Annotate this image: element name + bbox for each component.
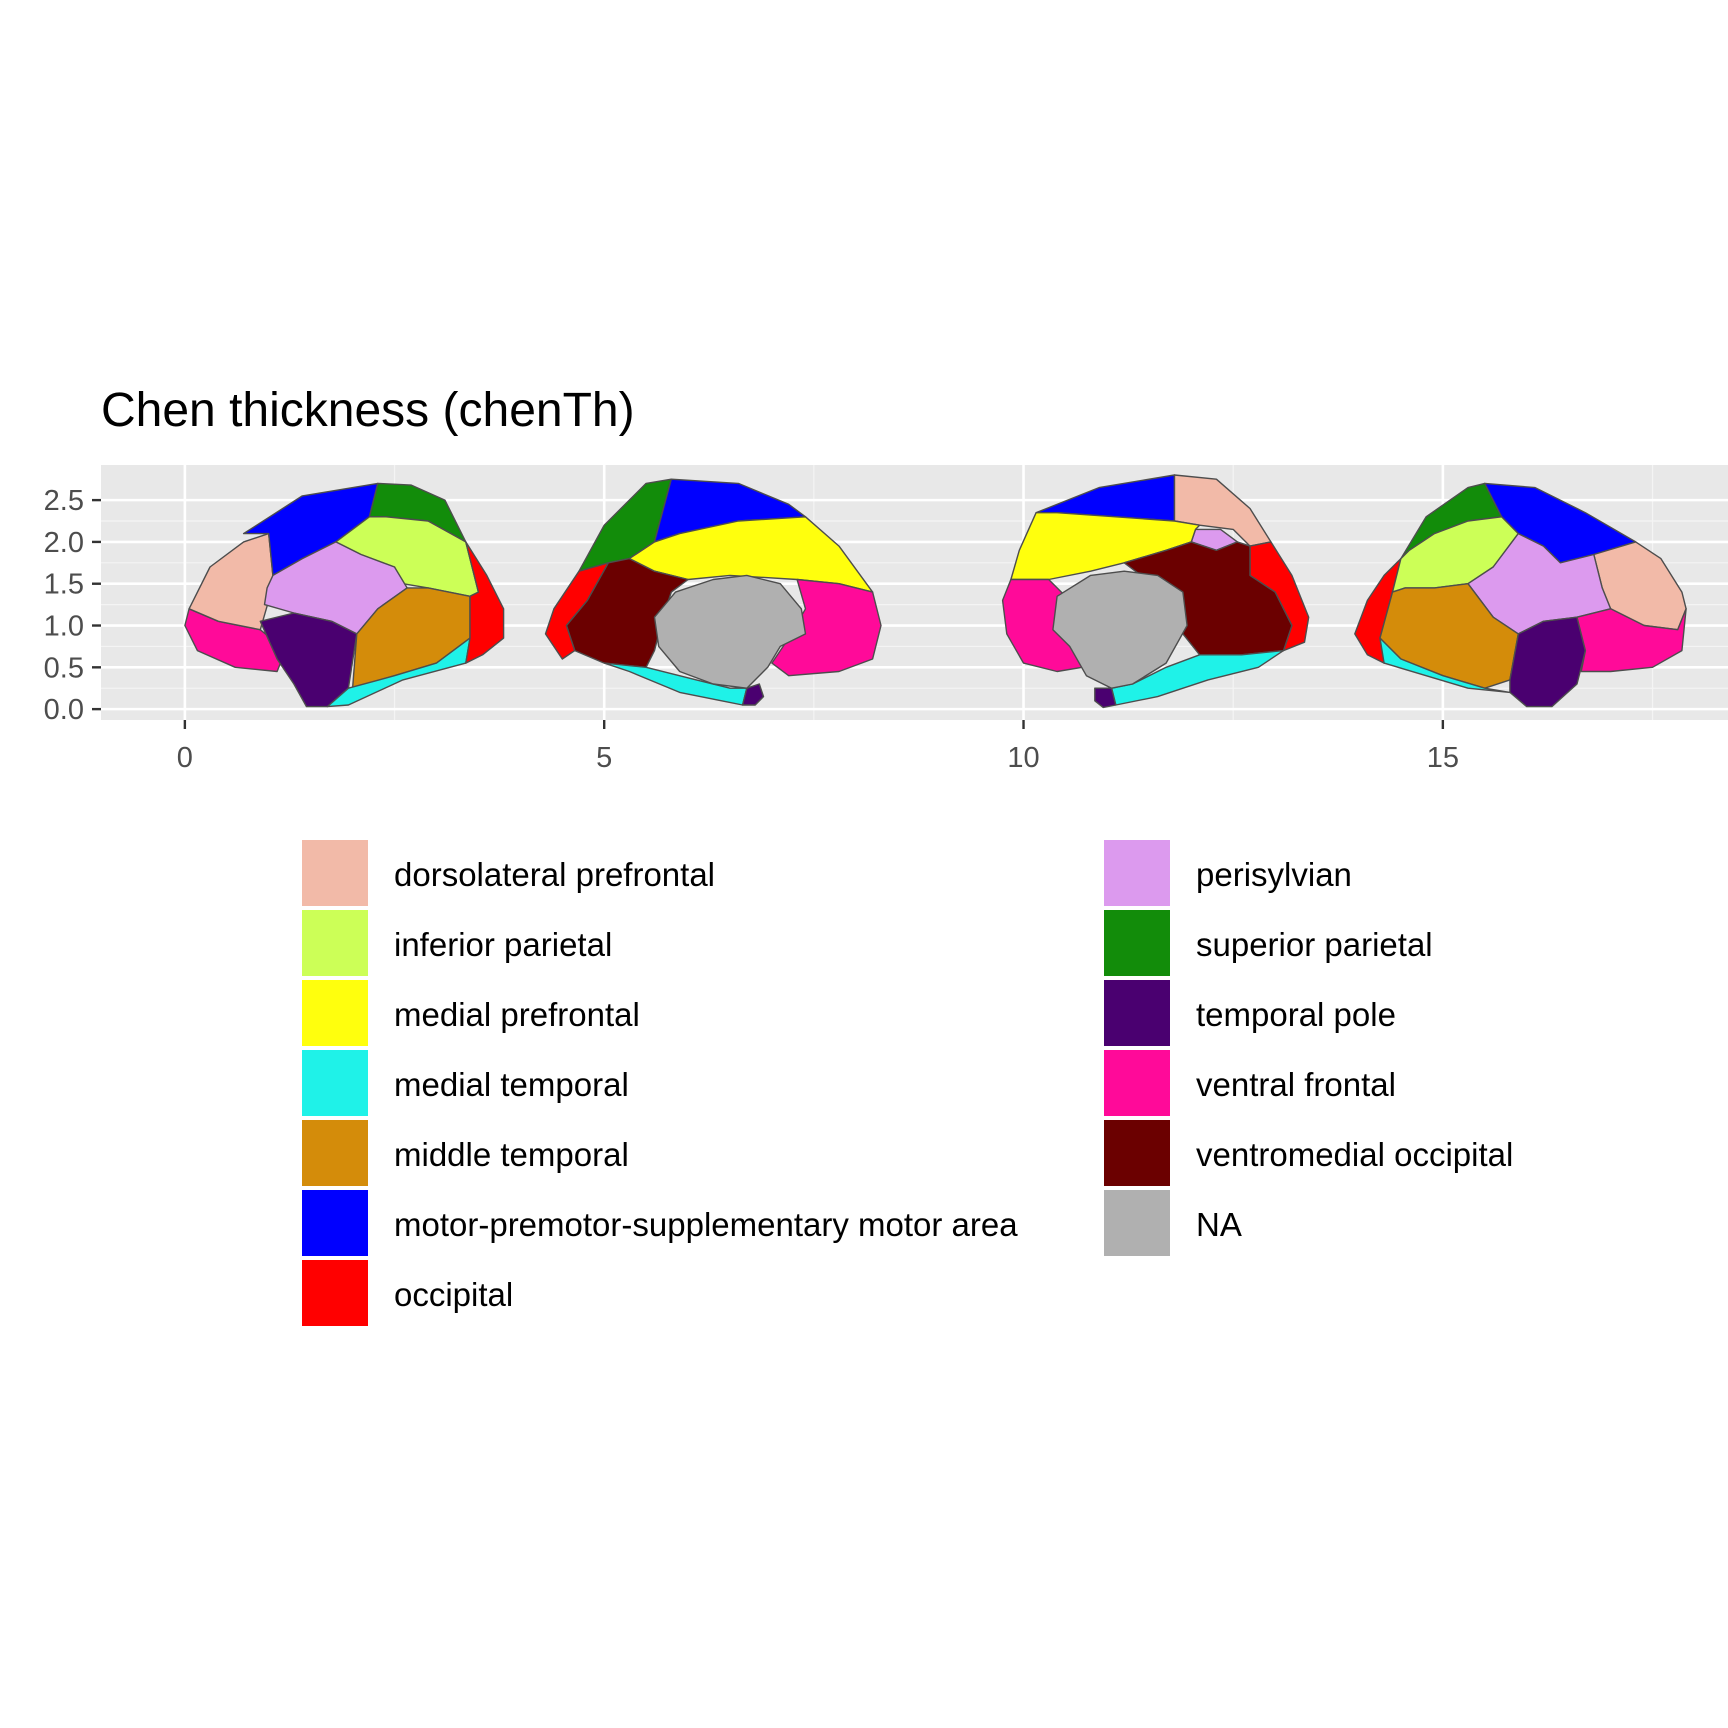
legend-label: middle temporal (394, 1136, 629, 1173)
legend-label: medial prefrontal (394, 996, 640, 1033)
y-tick-label: 0.0 (44, 694, 84, 726)
x-tick-label: 15 (1427, 742, 1459, 774)
legend-label: temporal pole (1196, 996, 1396, 1033)
x-tick-label: 5 (596, 742, 612, 774)
legend-label: dorsolateral prefrontal (394, 856, 716, 893)
y-tick-label: 0.5 (44, 652, 84, 684)
legend-label: motor-premotor-supplementary motor area (394, 1206, 1018, 1243)
legend-key (300, 1188, 370, 1258)
legend-key (1102, 1118, 1172, 1188)
legend-key (300, 908, 370, 978)
region-right-lateral-ventral-frontal (1576, 608, 1687, 673)
region-left-medial-temporal-pole (741, 683, 765, 706)
legend-key (1102, 978, 1172, 1048)
legend-key (300, 978, 370, 1048)
legend-label: ventral frontal (1196, 1066, 1396, 1103)
region-right-medial-na (1052, 570, 1188, 689)
legend-key (300, 1258, 370, 1328)
region-right-medial-temporal-pole (1094, 687, 1117, 709)
y-tick-label: 2.5 (44, 485, 84, 517)
brain-regions (184, 474, 1687, 709)
y-tick-label: 2.0 (44, 527, 84, 559)
legend-key (300, 1118, 370, 1188)
region-right-lateral-temporal-pole (1509, 616, 1587, 708)
region-left-medial-na (653, 574, 807, 689)
x-tick-label: 10 (1007, 742, 1039, 774)
region-right-lateral-medial-temporal (1379, 637, 1511, 694)
legend-label: perisylvian (1196, 856, 1352, 893)
y-tick-label: 1.0 (44, 611, 84, 643)
region-right-medial-ventromedial-occipital (1123, 541, 1293, 656)
region-right-medial-medial-temporal (1110, 649, 1285, 706)
legend-label: NA (1196, 1206, 1242, 1243)
legend-label: medial temporal (394, 1066, 629, 1103)
legend-label: inferior parietal (394, 926, 613, 963)
legend-key (1102, 1048, 1172, 1118)
legend-key (1102, 838, 1172, 908)
x-tick-label: 0 (177, 742, 193, 774)
legend-key (1102, 908, 1172, 978)
legend-label: ventromedial occipital (1196, 1136, 1514, 1173)
legend-label: occipital (394, 1276, 514, 1313)
region-left-medial-ventromedial-occipital (565, 557, 689, 668)
legend-key (300, 1048, 370, 1118)
region-left-lateral-occipital (465, 541, 505, 664)
chart-title: Chen thickness (chenTh) (101, 384, 635, 437)
legend-label: superior parietal (1196, 926, 1433, 963)
legend-key (300, 838, 370, 908)
y-tick-label: 1.5 (44, 569, 84, 601)
legend-key (1102, 1188, 1172, 1258)
axes: 0.0 0.5 1.0 1.5 2.0 2.5 0 5 10 15 (44, 485, 1459, 774)
